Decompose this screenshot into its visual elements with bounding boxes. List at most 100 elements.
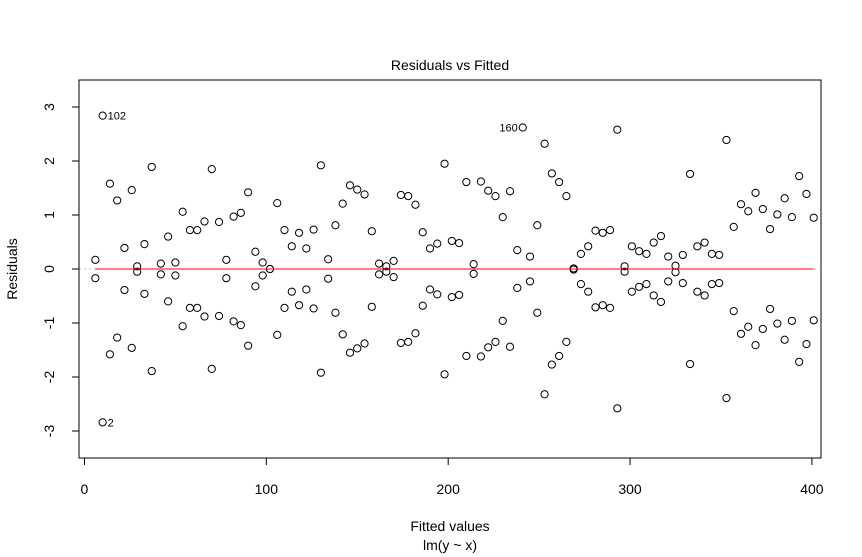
data-point — [751, 188, 760, 197]
data-point — [382, 262, 391, 271]
data-point — [787, 213, 797, 222]
y-tick-label: 3 — [41, 103, 57, 111]
data-point — [200, 312, 209, 321]
data-point — [576, 249, 586, 258]
data-point — [433, 290, 442, 299]
data-point — [605, 226, 615, 235]
data-point — [316, 161, 325, 170]
data-point — [273, 330, 282, 339]
data-point — [469, 260, 478, 269]
data-point — [505, 342, 515, 351]
data-point — [345, 348, 355, 357]
data-point — [302, 285, 311, 294]
data-point — [324, 255, 333, 264]
data-point — [454, 290, 464, 300]
data-point — [642, 249, 651, 258]
data-point — [569, 265, 578, 274]
x-tick-label: 300 — [618, 481, 642, 497]
data-point — [605, 303, 615, 312]
y-axis-label: Residuals — [4, 238, 20, 299]
data-point — [404, 337, 413, 346]
data-point — [91, 274, 100, 283]
data-point — [258, 258, 267, 267]
data-point — [736, 329, 746, 338]
data-point — [627, 287, 636, 296]
data-point — [185, 226, 195, 235]
x-tick-label: 0 — [81, 481, 89, 497]
data-point — [664, 277, 673, 286]
data-point — [222, 274, 231, 283]
data-point — [345, 181, 355, 190]
data-point — [91, 255, 100, 264]
data-point — [498, 213, 507, 222]
data-point — [547, 360, 556, 369]
data-point — [562, 337, 571, 346]
data-point — [591, 226, 600, 235]
data-point — [736, 200, 746, 209]
data-point — [744, 322, 753, 331]
x-axis: 0 100 200 300 400 — [81, 457, 824, 497]
data-point — [635, 282, 644, 291]
data-point — [251, 282, 260, 291]
data-point — [331, 308, 340, 317]
data-point — [547, 169, 556, 178]
data-point — [316, 368, 325, 377]
data-point — [513, 283, 522, 292]
data-point — [678, 278, 687, 288]
y-tick-label: 0 — [41, 265, 57, 273]
data-point — [207, 364, 216, 373]
x-tick-label: 400 — [800, 481, 824, 497]
data-point — [324, 274, 333, 283]
data-point — [498, 316, 507, 325]
data-point — [795, 357, 804, 366]
data-point — [722, 393, 731, 403]
data-point — [140, 240, 149, 249]
y-tick-label: -1 — [41, 317, 57, 330]
data-point — [751, 341, 760, 350]
data-point — [200, 217, 209, 226]
data-point — [664, 252, 673, 261]
data-point — [440, 370, 449, 379]
data-point — [656, 297, 666, 307]
data-point — [518, 123, 527, 132]
data-point — [469, 269, 478, 278]
data-point — [533, 221, 542, 230]
data-point — [656, 231, 666, 241]
data-point — [207, 165, 216, 174]
data-point — [280, 303, 289, 312]
data-point — [627, 242, 636, 251]
data-point — [440, 159, 449, 168]
data-points — [91, 111, 818, 427]
data-point — [113, 196, 122, 205]
data-point — [744, 207, 753, 216]
data-point — [707, 249, 716, 258]
data-point — [367, 227, 376, 236]
data-point — [396, 338, 405, 348]
data-point — [555, 351, 564, 361]
data-point — [584, 287, 593, 296]
data-point — [236, 321, 245, 330]
data-point — [133, 262, 142, 271]
y-tick-label: 2 — [41, 157, 57, 165]
data-point — [309, 225, 318, 234]
data-point — [425, 285, 435, 294]
data-point — [287, 242, 296, 251]
data-point — [258, 271, 267, 280]
point-labels: 102 2 160 — [108, 111, 518, 430]
data-point — [584, 242, 593, 251]
data-point — [773, 210, 782, 219]
data-point — [729, 307, 738, 316]
data-point — [693, 242, 702, 251]
x-tick-label: 100 — [255, 481, 279, 497]
data-point — [133, 267, 142, 276]
data-point — [765, 224, 775, 234]
data-point — [389, 273, 398, 282]
data-point — [613, 404, 622, 413]
data-point — [156, 259, 165, 268]
y-tick-label: -3 — [41, 425, 57, 438]
data-point — [287, 287, 296, 296]
data-point — [795, 172, 804, 181]
data-point — [758, 204, 767, 214]
data-point — [693, 287, 702, 296]
data-point — [404, 192, 413, 201]
